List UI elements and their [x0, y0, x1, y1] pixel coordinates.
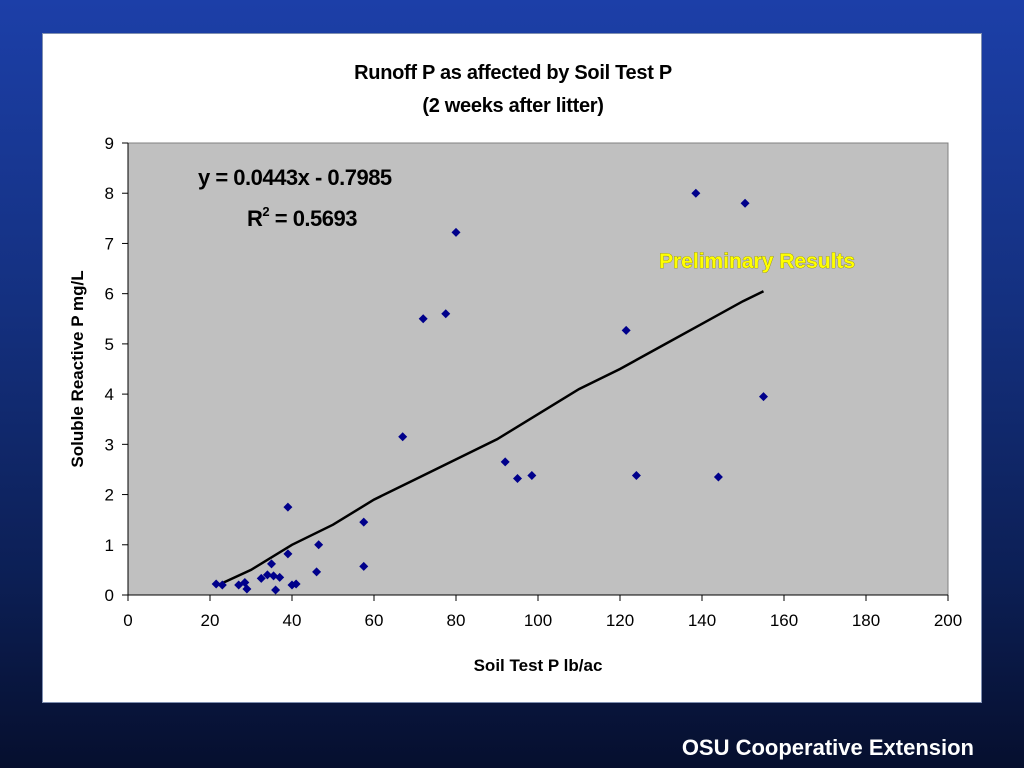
- y-tick-label: 9: [105, 134, 114, 153]
- y-tick-label: 1: [105, 536, 114, 555]
- chart-subtitle: (2 weeks after litter): [422, 95, 603, 117]
- x-axis-label: Soil Test P lb/ac: [474, 656, 603, 675]
- x-tick-label: 120: [606, 611, 634, 630]
- data-point: [359, 561, 369, 571]
- data-point: [283, 502, 293, 512]
- data-point: [621, 325, 631, 335]
- data-point: [217, 580, 227, 590]
- data-point: [314, 540, 324, 550]
- y-tick-label: 7: [105, 234, 114, 253]
- y-tick-label: 6: [105, 285, 114, 304]
- y-tick-label: 4: [105, 385, 114, 404]
- x-tick-label: 160: [770, 611, 798, 630]
- data-point: [256, 573, 266, 583]
- data-point: [441, 309, 451, 319]
- y-axis-label: Soluble Reactive P mg/L: [68, 270, 87, 467]
- r-squared-label: R2 = 0.5693: [247, 204, 357, 231]
- x-tick-label: 40: [283, 611, 302, 630]
- x-tick-label: 200: [934, 611, 962, 630]
- footer-organization: OSU Cooperative Extension: [681, 735, 974, 760]
- data-point: [451, 227, 461, 237]
- data-point: [759, 392, 768, 402]
- scatter-chart: Runoff P as affected by Soil Test P (2 w…: [68, 62, 963, 675]
- x-tick-label: 20: [201, 611, 220, 630]
- y-tick-label: 8: [105, 184, 114, 203]
- trendline-equation: y = 0.0443x - 0.7985: [198, 165, 392, 190]
- r-squared-value: = 0.5693: [269, 206, 357, 231]
- x-tick-label: 100: [524, 611, 552, 630]
- plot-area: [127, 142, 949, 596]
- data-point: [527, 470, 537, 480]
- y-tick-label: 0: [105, 586, 114, 605]
- x-tick-label: 180: [852, 611, 880, 630]
- data-point: [262, 570, 272, 580]
- axes: 0 20 40 60 80 100 120 140 160 180 200 0 1 2 3 4 5 6 7 8 9: [105, 134, 963, 630]
- data-point: [275, 572, 285, 582]
- r-squared-superscript: 2: [262, 204, 269, 219]
- y-tick-label: 3: [105, 435, 114, 454]
- data-point: [269, 571, 279, 581]
- data-point: [691, 188, 701, 198]
- chart-title: Runoff P as affected by Soil Test P: [354, 62, 672, 84]
- x-tick-label: 80: [447, 611, 466, 630]
- data-point: [513, 473, 522, 483]
- data-point: [500, 457, 510, 467]
- chart-panel: Runoff P as affected by Soil Test P (2 w…: [42, 33, 982, 703]
- y-tick-label: 2: [105, 486, 114, 505]
- data-point: [631, 470, 641, 480]
- data-point: [312, 567, 322, 577]
- data-point: [267, 559, 276, 569]
- trendline: [217, 290, 765, 587]
- data-point: [283, 549, 293, 559]
- data-point: [291, 579, 301, 589]
- data-point: [418, 314, 428, 324]
- data-point: [713, 472, 723, 482]
- x-tick-label: 140: [688, 611, 716, 630]
- data-point: [740, 198, 750, 208]
- data-points: [211, 188, 768, 595]
- x-tick-label: 0: [123, 611, 132, 630]
- data-point: [242, 584, 252, 594]
- data-point: [398, 432, 408, 442]
- x-tick-label: 60: [365, 611, 384, 630]
- data-point: [359, 517, 369, 527]
- data-point: [271, 585, 281, 595]
- trendline-group: [217, 290, 765, 587]
- preliminary-results-annotation: Preliminary Results: [659, 250, 855, 273]
- r-squared-r: R: [247, 206, 263, 231]
- data-point: [211, 579, 221, 589]
- y-tick-label: 5: [105, 335, 114, 354]
